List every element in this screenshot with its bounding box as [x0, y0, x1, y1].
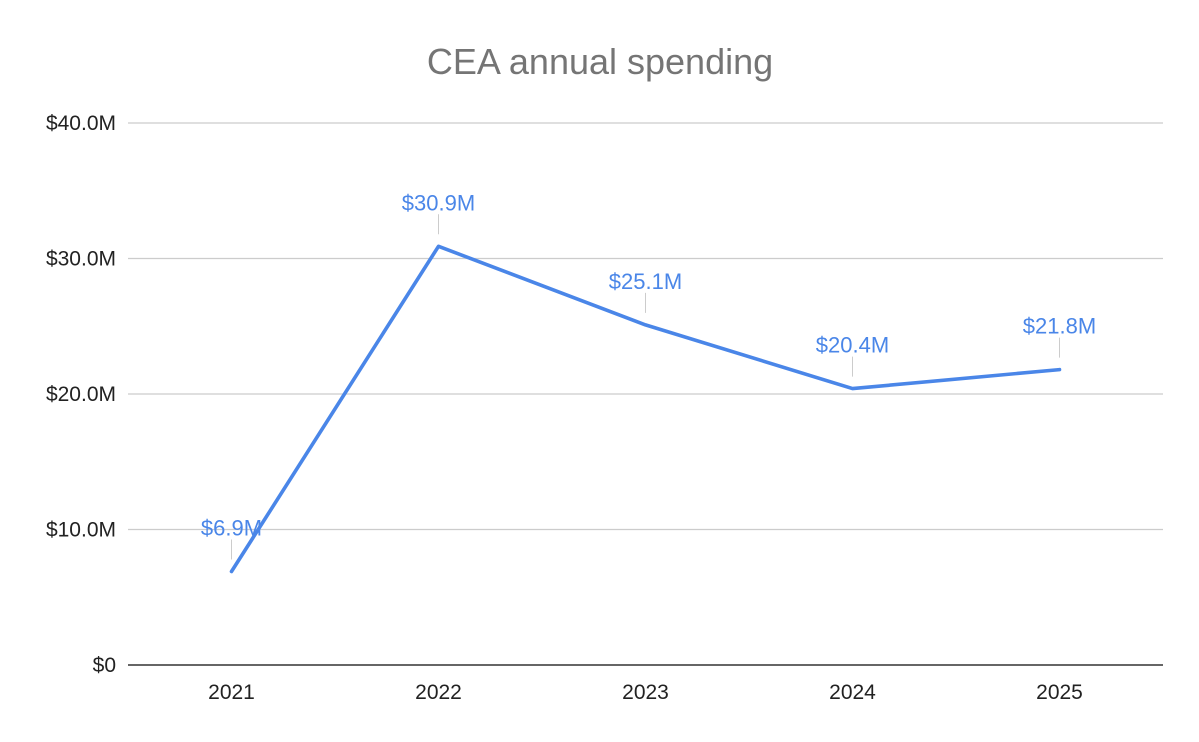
data-label: $21.8M	[1023, 314, 1096, 339]
y-tick-label: $20.0M	[46, 383, 116, 406]
data-point	[851, 387, 855, 391]
series-layer	[229, 244, 1062, 574]
x-tick-label: 2021	[208, 681, 255, 704]
y-tick-label: $0	[93, 654, 116, 677]
data-label: $6.9M	[201, 516, 262, 541]
grid-layer	[128, 122, 1163, 531]
x-axis: 2021 2022 2023 2024 2025	[128, 664, 1163, 704]
data-label: $30.9M	[402, 190, 475, 215]
x-tick-label: 2024	[829, 681, 876, 704]
y-axis: $0 $10.0M $20.0M $30.0M $40.0M	[46, 112, 116, 677]
y-tick-label: $30.0M	[46, 248, 116, 271]
data-point	[437, 244, 441, 248]
data-label: $20.4M	[816, 333, 889, 358]
series-line	[229, 244, 1062, 574]
data-point	[644, 323, 648, 327]
x-tick-label: 2023	[622, 681, 669, 704]
data-labels: $6.9M $30.9M $25.1M $20.4M $21.8M	[201, 190, 1096, 560]
x-tick-label: 2025	[1036, 681, 1083, 704]
data-point	[230, 570, 234, 574]
y-tick-label: $10.0M	[46, 519, 116, 542]
y-tick-label: $40.0M	[46, 112, 116, 135]
chart-title: CEA annual spending	[427, 41, 773, 82]
data-point	[1058, 368, 1062, 372]
x-tick-label: 2022	[415, 681, 462, 704]
data-label: $25.1M	[609, 269, 682, 294]
